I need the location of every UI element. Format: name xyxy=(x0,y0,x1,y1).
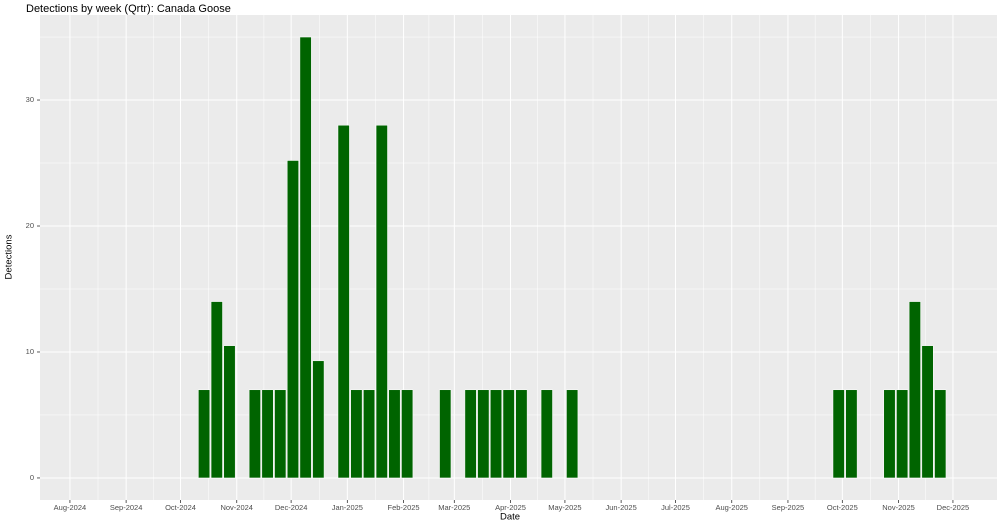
bar xyxy=(337,124,350,479)
bar xyxy=(312,360,325,479)
bar xyxy=(908,301,921,479)
bar xyxy=(375,124,388,479)
x-tick-label: Jul-2025 xyxy=(661,503,690,512)
bar xyxy=(248,389,261,479)
x-tick-label: Jun-2025 xyxy=(605,503,636,512)
y-tick-label: 20 xyxy=(26,221,34,230)
y-tick-label: 0 xyxy=(30,473,34,482)
bar xyxy=(363,389,376,479)
y-tick-label: 10 xyxy=(26,347,34,356)
x-tick-label: Sep-2024 xyxy=(110,503,143,512)
x-tick-label: May-2025 xyxy=(548,503,581,512)
bar xyxy=(350,389,363,479)
bar xyxy=(502,389,515,479)
bar xyxy=(223,345,236,479)
x-tick-label: Aug-2025 xyxy=(715,503,748,512)
bar xyxy=(515,389,528,479)
bar xyxy=(439,389,452,479)
x-axis-label: Date xyxy=(500,512,520,523)
bar xyxy=(464,389,477,479)
y-axis-label: Detections xyxy=(4,234,15,279)
bar xyxy=(401,389,414,479)
y-tick-label: 30 xyxy=(26,95,34,104)
bar xyxy=(210,301,223,479)
bar xyxy=(934,389,947,479)
bar xyxy=(261,389,274,479)
x-tick-label: Nov-2025 xyxy=(882,503,915,512)
bar xyxy=(198,389,211,479)
x-tick-label: Jan-2025 xyxy=(332,503,363,512)
bar xyxy=(299,36,312,479)
chart-title: Detections by week (Qrtr): Canada Goose xyxy=(26,3,231,15)
bar xyxy=(921,345,934,479)
x-tick-label: Sep-2025 xyxy=(772,503,805,512)
bar xyxy=(490,389,502,479)
bar xyxy=(832,389,845,479)
bar xyxy=(477,389,490,479)
x-tick-label: Oct-2024 xyxy=(165,503,196,512)
bar xyxy=(566,389,579,479)
x-tick-label: Aug-2024 xyxy=(54,503,87,512)
bar xyxy=(845,389,858,479)
bar xyxy=(883,389,896,479)
x-tick-label: Nov-2024 xyxy=(220,503,253,512)
x-tick-label: Dec-2025 xyxy=(937,503,970,512)
x-tick-label: Oct-2025 xyxy=(827,503,858,512)
bar xyxy=(540,389,553,479)
bar xyxy=(286,160,299,479)
x-tick-label: Mar-2025 xyxy=(438,503,470,512)
x-tick-label: Apr-2025 xyxy=(495,503,526,512)
x-tick-label: Feb-2025 xyxy=(387,503,419,512)
bar xyxy=(896,389,909,479)
bar xyxy=(388,389,401,479)
bar xyxy=(274,389,287,479)
x-tick-label: Dec-2024 xyxy=(275,503,308,512)
